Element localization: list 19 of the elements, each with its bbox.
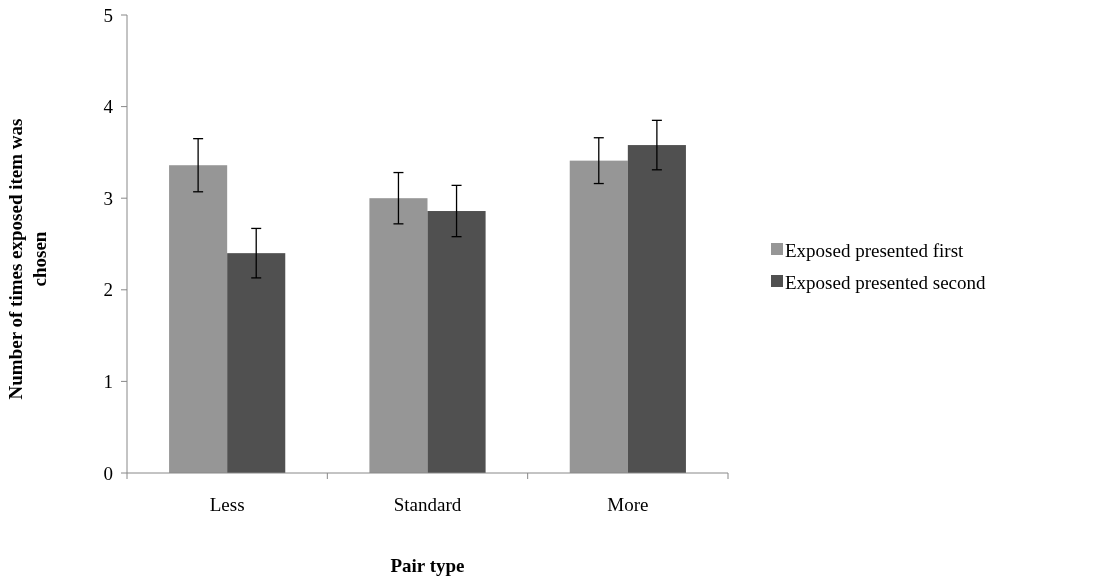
x-tick-label: Standard	[393, 494, 462, 515]
y-tick-label: 0	[103, 462, 113, 484]
y-axis-title: Number of times exposed item was chosen	[5, 118, 50, 400]
y-tick-label: 3	[103, 187, 113, 209]
bar	[169, 165, 228, 473]
bar	[627, 145, 686, 473]
y-tick-label: 2	[103, 279, 113, 301]
y-tick-label: 1	[103, 371, 113, 393]
x-tick-label: More	[607, 494, 649, 515]
y-tick-label: 5	[103, 4, 113, 26]
legend-label: Exposed presented first	[785, 239, 965, 261]
bar	[227, 253, 286, 473]
legend-label: Exposed presented second	[785, 271, 986, 293]
bar	[569, 160, 628, 473]
bar	[369, 198, 428, 473]
x-tick-label: Less	[209, 494, 245, 515]
bar	[427, 211, 486, 473]
x-axis-title: Pair type	[390, 555, 465, 576]
y-tick-label: 4	[103, 96, 114, 118]
